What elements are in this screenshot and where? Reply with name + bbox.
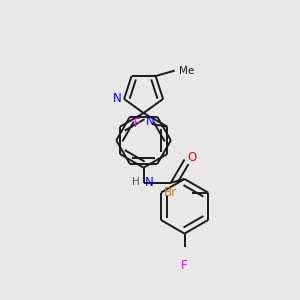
Text: Me: Me	[179, 66, 194, 76]
Text: H: H	[132, 177, 140, 187]
Text: N: N	[113, 92, 122, 105]
Text: O: O	[187, 152, 196, 164]
Text: F: F	[134, 118, 140, 130]
Text: Br: Br	[164, 186, 176, 199]
Text: N: N	[146, 115, 154, 128]
Text: N: N	[145, 176, 154, 188]
Text: F: F	[181, 260, 188, 272]
